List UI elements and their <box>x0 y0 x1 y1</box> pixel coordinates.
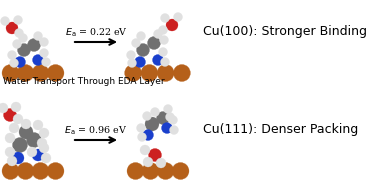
Circle shape <box>140 145 150 155</box>
Circle shape <box>160 13 170 22</box>
Circle shape <box>156 112 170 125</box>
Circle shape <box>153 54 164 66</box>
Circle shape <box>40 37 48 46</box>
Circle shape <box>33 120 43 130</box>
Circle shape <box>142 129 153 140</box>
Circle shape <box>18 43 30 57</box>
Circle shape <box>131 39 141 47</box>
Circle shape <box>27 147 37 157</box>
Circle shape <box>145 117 159 131</box>
Circle shape <box>0 103 8 113</box>
Circle shape <box>157 163 174 180</box>
Circle shape <box>141 64 158 81</box>
Circle shape <box>41 153 51 163</box>
Circle shape <box>137 32 145 40</box>
Circle shape <box>137 43 149 57</box>
Circle shape <box>157 64 174 81</box>
Circle shape <box>9 123 19 133</box>
Circle shape <box>127 59 137 67</box>
Circle shape <box>166 112 174 122</box>
Circle shape <box>13 114 23 124</box>
Circle shape <box>32 64 49 81</box>
Circle shape <box>143 157 153 167</box>
Circle shape <box>137 123 145 132</box>
Circle shape <box>4 108 17 122</box>
Circle shape <box>161 122 172 133</box>
Circle shape <box>2 64 19 81</box>
Circle shape <box>33 32 43 40</box>
Circle shape <box>39 128 49 138</box>
Circle shape <box>19 125 33 139</box>
Circle shape <box>142 112 152 121</box>
Circle shape <box>28 39 40 51</box>
Circle shape <box>37 138 47 148</box>
Circle shape <box>127 50 135 60</box>
Circle shape <box>39 143 49 153</box>
Circle shape <box>47 64 64 81</box>
Circle shape <box>21 119 31 129</box>
Text: $\mathit{E}_{\rm a}$ = 0.96 eV: $\mathit{E}_{\rm a}$ = 0.96 eV <box>65 125 128 137</box>
Circle shape <box>160 57 170 67</box>
Circle shape <box>33 54 44 66</box>
Circle shape <box>47 163 64 180</box>
Circle shape <box>173 64 190 81</box>
Circle shape <box>172 163 189 180</box>
Circle shape <box>166 19 178 31</box>
Circle shape <box>12 138 28 153</box>
Circle shape <box>32 149 44 161</box>
Circle shape <box>14 15 22 25</box>
Circle shape <box>159 47 167 57</box>
Circle shape <box>148 36 160 50</box>
Text: $\mathit{E}_{\rm a}$ = 0.22 eV: $\mathit{E}_{\rm a}$ = 0.22 eV <box>65 27 127 39</box>
Circle shape <box>11 102 21 112</box>
Circle shape <box>5 133 15 143</box>
Circle shape <box>17 163 34 180</box>
Circle shape <box>12 152 24 164</box>
Circle shape <box>15 57 25 67</box>
Circle shape <box>10 59 18 67</box>
Circle shape <box>0 16 10 26</box>
Circle shape <box>170 125 178 135</box>
Circle shape <box>17 64 34 81</box>
Circle shape <box>18 33 28 43</box>
Circle shape <box>26 132 41 147</box>
Circle shape <box>125 64 142 81</box>
Circle shape <box>150 108 160 116</box>
Circle shape <box>41 57 51 67</box>
Circle shape <box>7 156 17 166</box>
Circle shape <box>40 49 48 57</box>
Circle shape <box>12 40 22 49</box>
Text: Cu(100): Stronger Binding: Cu(100): Stronger Binding <box>203 26 367 39</box>
Circle shape <box>7 50 17 60</box>
Text: Water Transport Through EDA Layer: Water Transport Through EDA Layer <box>3 77 165 87</box>
Circle shape <box>149 149 161 161</box>
Circle shape <box>138 132 146 142</box>
Circle shape <box>160 36 168 44</box>
Circle shape <box>134 57 145 67</box>
Circle shape <box>127 163 144 180</box>
Circle shape <box>6 22 18 34</box>
Circle shape <box>159 26 167 35</box>
Circle shape <box>142 163 159 180</box>
Circle shape <box>2 163 19 180</box>
Circle shape <box>174 12 182 22</box>
Circle shape <box>5 147 15 157</box>
Circle shape <box>15 29 23 37</box>
Circle shape <box>32 163 49 180</box>
Circle shape <box>156 158 166 168</box>
Circle shape <box>164 105 172 114</box>
Circle shape <box>153 29 163 39</box>
Circle shape <box>168 115 178 125</box>
Text: Cu(111): Denser Packing: Cu(111): Denser Packing <box>203 123 358 136</box>
